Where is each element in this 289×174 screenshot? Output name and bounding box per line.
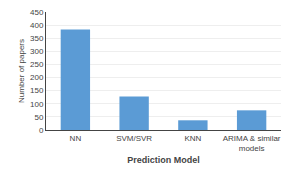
svg-text:Number of papers: Number of papers: [17, 39, 26, 103]
svg-text:50: 50: [34, 113, 43, 122]
svg-text:KNN: KNN: [184, 134, 201, 143]
svg-text:NN: NN: [70, 134, 82, 143]
svg-text:0: 0: [39, 126, 44, 135]
svg-text:250: 250: [30, 60, 44, 69]
svg-text:150: 150: [30, 86, 44, 95]
svg-text:Prediction Model: Prediction Model: [127, 155, 200, 165]
svg-text:450: 450: [30, 8, 44, 17]
svg-text:SVM/SVR: SVM/SVR: [116, 134, 152, 143]
svg-text:400: 400: [30, 21, 44, 30]
svg-text:300: 300: [30, 47, 44, 56]
svg-text:100: 100: [30, 100, 44, 109]
svg-text:200: 200: [30, 73, 44, 82]
svg-text:ARIMA & similarmodels: ARIMA & similarmodels: [223, 134, 281, 153]
svg-text:350: 350: [30, 34, 44, 43]
